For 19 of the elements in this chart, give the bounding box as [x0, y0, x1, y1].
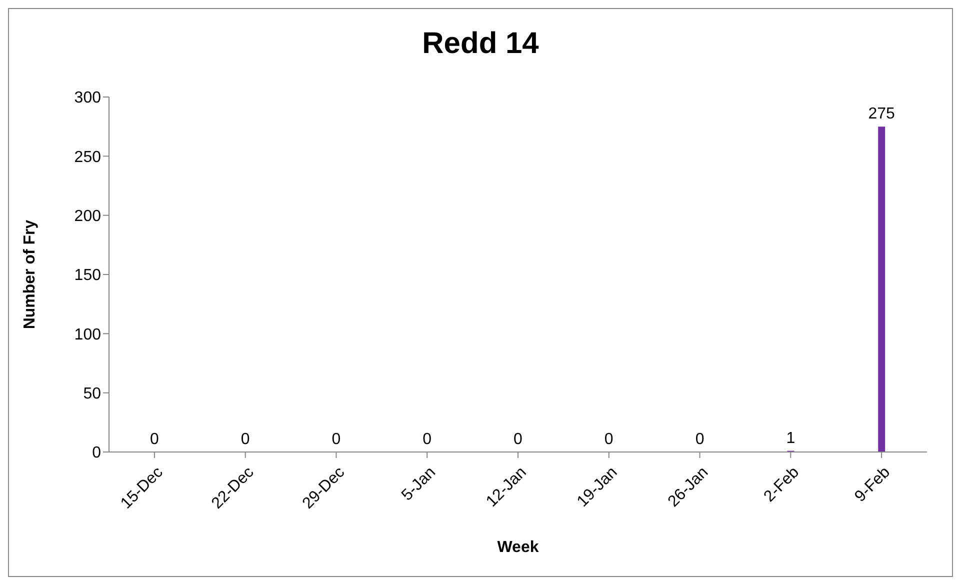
y-tick-label: 200 [74, 208, 102, 226]
data-label: 0 [604, 431, 614, 448]
y-tick-label: 0 [92, 444, 102, 462]
y-tick-label: 100 [74, 326, 102, 344]
y-tick-label: 50 [83, 386, 102, 403]
data-label: 0 [150, 431, 159, 448]
x-axis-title: Week [497, 539, 539, 556]
chart-title: Redd 14 [421, 26, 540, 62]
data-label: 0 [422, 431, 432, 448]
data-label: 0 [695, 431, 704, 448]
y-tick-label: 300 [74, 90, 102, 107]
y-tick-label: 250 [74, 148, 102, 166]
data-label: 275 [868, 106, 895, 123]
data-label: 0 [332, 431, 341, 448]
y-tick-label: 150 [74, 267, 102, 284]
data-label: 0 [514, 431, 523, 448]
data-label: 1 [786, 430, 796, 447]
data-label: 0 [240, 431, 250, 448]
y-axis-title: Number of Fry [22, 220, 39, 330]
